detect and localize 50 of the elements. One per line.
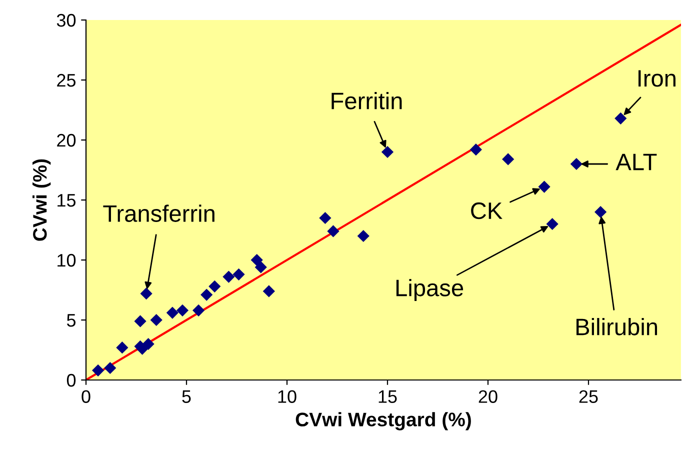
y-tick-label: 25 <box>57 74 76 87</box>
x-tick-label: 0 <box>82 390 90 403</box>
point <box>381 146 394 158</box>
point <box>470 144 482 156</box>
point <box>192 304 205 316</box>
point <box>614 112 627 124</box>
point <box>502 153 514 166</box>
x-tick-label: 10 <box>278 390 296 403</box>
point <box>357 230 370 242</box>
point <box>134 315 146 328</box>
point <box>208 280 221 292</box>
y-axis-title: CVwi (%) <box>32 159 51 241</box>
y-tick-label: 15 <box>58 194 76 207</box>
point <box>104 362 116 374</box>
point <box>116 342 128 354</box>
annotation: Ferritin <box>332 92 402 110</box>
point <box>594 206 607 218</box>
annotation: CK <box>471 202 502 220</box>
x-axis-title: CVwi Westgard (%) <box>296 412 471 430</box>
y-tick-label: 10 <box>58 254 76 267</box>
y-tick-label: 0 <box>66 374 76 387</box>
x-tick-label: 15 <box>378 390 397 403</box>
y-tick-label: 20 <box>57 134 76 147</box>
y-tick-label: 5 <box>66 314 76 327</box>
point <box>254 261 267 274</box>
point <box>166 306 178 319</box>
y-tick-label: 30 <box>56 14 76 27</box>
point <box>232 268 245 280</box>
annotation: Transferrin <box>103 204 214 222</box>
point <box>200 288 213 301</box>
point <box>92 364 104 376</box>
point <box>262 285 275 298</box>
point <box>150 314 162 326</box>
point <box>327 225 340 238</box>
annotation: ALT <box>616 154 657 170</box>
annotation: Lipase <box>396 278 464 302</box>
x-tick-label: 25 <box>579 390 598 403</box>
point <box>546 218 558 230</box>
point <box>142 338 154 350</box>
annotation: Iron <box>638 70 676 87</box>
point <box>140 288 152 300</box>
point <box>570 158 582 170</box>
point <box>319 212 332 224</box>
point <box>538 180 550 193</box>
x-tick-label: 20 <box>478 390 498 403</box>
annotation: Bilirubin <box>576 318 658 336</box>
point <box>222 270 235 283</box>
point <box>250 254 263 266</box>
point <box>176 304 189 316</box>
x-tick-label: 5 <box>182 390 191 403</box>
